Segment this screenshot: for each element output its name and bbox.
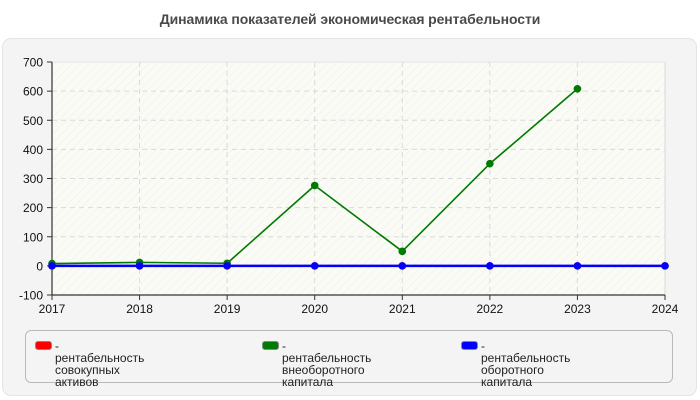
chart-title: Динамика показателей экономическая рента…	[159, 11, 541, 27]
y-tick-label: 400	[23, 143, 43, 157]
data-point[interactable]	[310, 262, 319, 270]
legend: - рентабельность совокупных активов - ре…	[25, 330, 673, 388]
x-tick-label: 2018	[126, 302, 153, 316]
y-tick-label: 600	[23, 85, 43, 99]
legend-swatch-green	[262, 341, 279, 350]
data-point[interactable]	[398, 262, 407, 270]
data-point[interactable]	[398, 247, 407, 256]
legend-label: - рентабельность оборотного капитала	[481, 339, 571, 389]
legend-swatch-blue	[461, 341, 478, 350]
data-point[interactable]	[661, 262, 669, 270]
data-point[interactable]	[573, 84, 582, 93]
x-tick-label: 2024	[652, 302, 679, 316]
data-point[interactable]	[48, 262, 56, 270]
data-point[interactable]	[135, 262, 144, 270]
legend-swatch-red	[35, 341, 52, 350]
y-tick-label: -100	[19, 289, 43, 303]
data-point[interactable]	[573, 262, 582, 270]
axes	[47, 61, 666, 300]
data-point[interactable]	[223, 262, 231, 270]
data-series	[48, 84, 669, 270]
x-tick-label: 2020	[301, 302, 328, 316]
y-tick-label: 100	[23, 230, 43, 244]
x-tick-label: 2019	[214, 302, 241, 316]
x-tick-label: 2023	[564, 302, 591, 316]
y-tick-label: 0	[36, 259, 43, 273]
y-tick-label: 700	[23, 56, 43, 70]
y-tick-label: 300	[23, 172, 43, 186]
y-tick-label: 500	[23, 114, 43, 128]
x-tick-label: 2017	[39, 302, 66, 316]
legend-label: - рентабельность внеоборотного капитала	[282, 339, 372, 389]
data-point[interactable]	[486, 262, 494, 270]
data-point[interactable]	[486, 159, 494, 168]
x-tick-label: 2021	[389, 302, 416, 316]
legend-label: - рентабельность совокупных активов	[55, 339, 145, 389]
y-tick-label: 200	[23, 201, 43, 215]
data-point[interactable]	[310, 181, 319, 190]
x-tick-label: 2022	[477, 302, 504, 316]
